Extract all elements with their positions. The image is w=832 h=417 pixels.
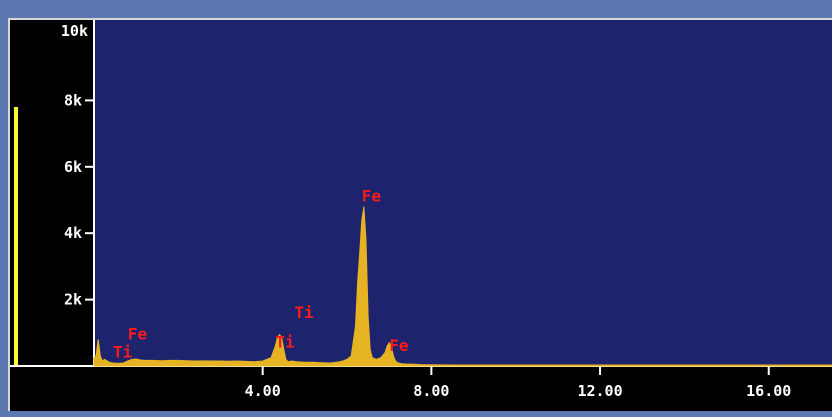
- x-tick-label: 8.00: [413, 382, 449, 400]
- y-tick-label: 4k: [64, 224, 82, 242]
- y-tick-label: 6k: [64, 158, 82, 176]
- element-label: Ti: [113, 343, 133, 362]
- y-tick-label: 2k: [64, 291, 82, 309]
- element-label: Fe: [389, 336, 408, 355]
- y-tick-label: 8k: [64, 91, 82, 109]
- series-layer: [93, 206, 832, 367]
- y-tick-label: 10k: [61, 22, 88, 40]
- spectrum-series-0: [93, 206, 832, 367]
- y-axis-background: [10, 20, 94, 366]
- signal-level-meter: [14, 107, 18, 366]
- x-tick-label: 12.00: [577, 382, 622, 400]
- x-tick-label: 16.00: [746, 382, 791, 400]
- spectrum-panel: 2k 4k 6k 8k 10k 4.00 8.00 12.00 16.00 Ti Fe Ti Ti F…: [8, 18, 832, 411]
- element-label: Fe: [362, 187, 381, 206]
- x-axis-ticks: 4.00 8.00 12.00 16.00: [245, 366, 791, 400]
- y-axis-ticks: 2k 4k 6k 8k 10k: [61, 22, 94, 309]
- x-tick-label: 4.00: [245, 382, 281, 400]
- element-label: Ti: [275, 333, 295, 352]
- x-axis-background: [10, 367, 832, 411]
- element-label: Ti: [294, 303, 314, 322]
- element-label: Fe: [128, 324, 147, 343]
- plot-area: [94, 20, 832, 366]
